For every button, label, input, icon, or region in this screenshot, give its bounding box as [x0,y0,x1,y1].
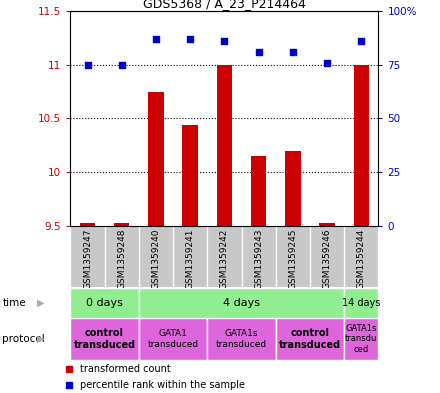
Point [118,62,125,68]
Text: protocol: protocol [2,334,45,344]
Bar [114,224,129,226]
Text: GSM1359243: GSM1359243 [254,228,263,289]
Bar [70,318,139,360]
Bar [70,288,139,318]
Point [290,49,297,55]
Bar [80,224,95,226]
Bar [216,65,232,226]
Text: GSM1359247: GSM1359247 [83,228,92,289]
Text: GATA1
transduced: GATA1 transduced [147,329,198,349]
Title: GDS5368 / A_23_P214464: GDS5368 / A_23_P214464 [143,0,306,10]
Text: time: time [2,298,26,308]
Bar [276,318,344,360]
Point [323,60,330,66]
Bar [285,151,301,226]
Text: 4 days: 4 days [223,298,260,308]
Point [187,36,194,42]
Point [66,366,73,372]
Text: GATA1s
transduced: GATA1s transduced [216,329,267,349]
Point [152,36,159,42]
Bar [354,65,369,226]
Text: 14 days: 14 days [342,298,381,308]
Text: GSM1359242: GSM1359242 [220,228,229,288]
Bar [183,125,198,226]
Bar [344,318,378,360]
Text: transformed count: transformed count [80,364,171,374]
Point [255,49,262,55]
Text: GSM1359246: GSM1359246 [323,228,332,289]
Bar [319,224,335,226]
Bar [139,288,344,318]
Text: GSM1359241: GSM1359241 [186,228,194,289]
Point [66,382,73,388]
Text: control
transduced: control transduced [73,328,136,350]
Text: GATA1s
transdu
ced: GATA1s transdu ced [345,324,378,354]
Text: percentile rank within the sample: percentile rank within the sample [80,380,245,390]
Text: 0 days: 0 days [86,298,123,308]
Bar [207,318,276,360]
Text: GSM1359248: GSM1359248 [117,228,126,289]
Text: ▶: ▶ [37,298,45,308]
Text: GSM1359244: GSM1359244 [357,228,366,288]
Text: control
transduced: control transduced [279,328,341,350]
Point [358,38,365,44]
Text: ▶: ▶ [37,334,45,344]
Bar [344,288,378,318]
Text: GSM1359240: GSM1359240 [151,228,161,289]
Bar [251,156,266,226]
Point [221,38,228,44]
Bar [139,318,207,360]
Text: GSM1359245: GSM1359245 [288,228,297,289]
Bar [148,92,164,226]
Point [84,62,91,68]
